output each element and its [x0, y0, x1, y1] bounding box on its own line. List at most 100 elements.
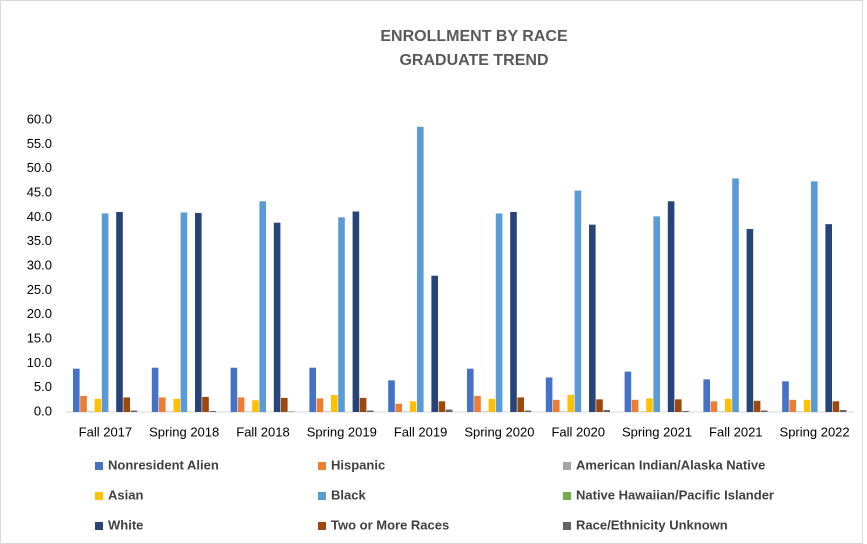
bar — [237, 397, 245, 412]
bar — [173, 398, 180, 412]
x-tick-label: Fall 2019 — [394, 424, 447, 439]
y-tick-label: 5.0 — [34, 379, 52, 394]
legend-label: Native Hawaiian/Pacific Islander — [576, 487, 774, 502]
bar — [517, 397, 524, 412]
y-tick-label: 25.0 — [27, 282, 52, 297]
bar — [281, 397, 288, 412]
x-tick-label: Spring 2021 — [622, 424, 692, 439]
legend-label: American Indian/Alaska Native — [576, 457, 765, 472]
y-tick-label: 40.0 — [27, 209, 52, 224]
bar — [589, 224, 596, 412]
bar — [653, 216, 660, 412]
legend-marker — [563, 492, 571, 500]
bar — [789, 399, 796, 412]
bar — [367, 410, 374, 412]
bar — [395, 403, 402, 412]
x-tick-label: Fall 2018 — [236, 424, 289, 439]
y-tick-label: 0.0 — [34, 403, 52, 418]
bar — [388, 380, 395, 412]
legend-label: Black — [331, 487, 366, 502]
bar — [409, 401, 417, 412]
bar — [732, 178, 739, 412]
legend-marker — [563, 522, 571, 530]
bar — [811, 181, 818, 412]
bar — [710, 401, 718, 412]
bar — [195, 212, 202, 412]
bar — [316, 398, 324, 412]
legend-marker — [318, 462, 326, 470]
bar — [524, 410, 532, 412]
bar — [682, 411, 689, 412]
y-tick-label: 20.0 — [27, 306, 52, 321]
legend-label: Nonresident Alien — [108, 457, 219, 472]
bar — [567, 394, 574, 412]
bar — [761, 410, 768, 412]
bar — [675, 399, 682, 412]
bar — [803, 399, 811, 412]
bar — [495, 213, 503, 412]
bar — [574, 190, 582, 412]
y-tick-label: 50.0 — [27, 160, 52, 175]
bar — [832, 401, 840, 412]
bar — [474, 395, 481, 412]
legend-marker — [95, 462, 103, 470]
x-tick-label: Fall 2020 — [551, 424, 604, 439]
bar — [467, 368, 474, 412]
legend-label: Hispanic — [331, 457, 385, 472]
bar — [488, 398, 496, 412]
bar — [753, 400, 761, 412]
bar — [359, 397, 367, 412]
legend-marker — [318, 492, 326, 500]
bar — [510, 211, 517, 412]
bar — [545, 377, 553, 412]
y-tick-label: 15.0 — [27, 330, 52, 345]
bar — [746, 229, 754, 412]
bar — [338, 217, 345, 412]
bar — [209, 411, 216, 412]
bar — [445, 409, 453, 412]
legend-label: Asian — [108, 487, 143, 502]
x-tick-label: Spring 2018 — [149, 424, 219, 439]
bar — [230, 367, 238, 412]
bar — [123, 397, 130, 412]
x-tick-label: Spring 2022 — [780, 424, 850, 439]
bar — [352, 211, 360, 412]
bar — [331, 394, 338, 412]
bar — [94, 398, 102, 412]
bar — [782, 381, 789, 412]
bar — [73, 368, 80, 412]
y-tick-label: 60.0 — [27, 111, 52, 126]
chart-title: ENROLLMENT BY RACE — [380, 28, 568, 45]
legend-label: Race/Ethnicity Unknown — [576, 517, 728, 532]
bar — [202, 396, 209, 412]
bar — [725, 398, 732, 412]
bar — [252, 400, 259, 412]
bar — [646, 398, 653, 412]
bar — [309, 367, 316, 412]
bar — [624, 371, 632, 412]
bar — [80, 395, 87, 412]
legend-marker — [95, 492, 103, 500]
bar — [116, 211, 123, 412]
bar — [151, 367, 159, 412]
bar — [839, 410, 847, 412]
x-tick-label: Spring 2019 — [307, 424, 377, 439]
bar — [703, 379, 710, 412]
bar — [159, 397, 166, 412]
bar — [259, 201, 266, 412]
legend-marker — [95, 522, 103, 530]
legend-marker — [563, 462, 571, 470]
legend-marker — [318, 522, 326, 530]
bar — [273, 222, 281, 412]
legend-label: Two or More Races — [331, 517, 449, 532]
bar — [825, 224, 832, 412]
legend-label: White — [108, 517, 143, 532]
y-tick-label: 45.0 — [27, 184, 52, 199]
x-tick-label: Fall 2021 — [709, 424, 762, 439]
bar — [631, 399, 639, 412]
bar — [101, 213, 109, 412]
bar — [596, 399, 603, 412]
chart-subtitle: GRADUATE TREND — [399, 52, 548, 69]
